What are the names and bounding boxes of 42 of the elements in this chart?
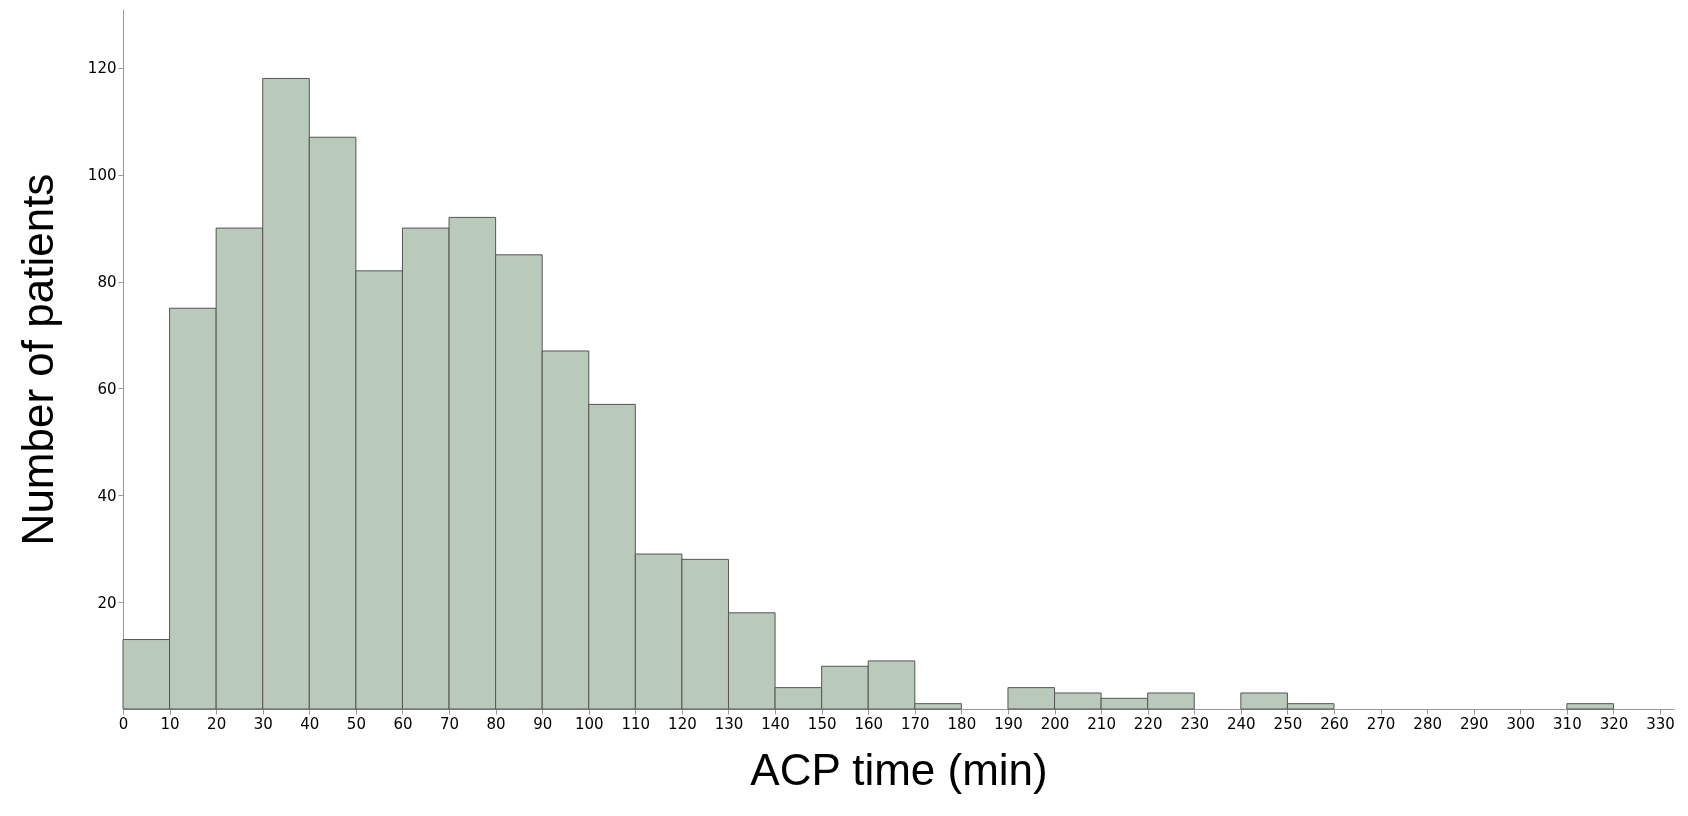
x-tick-label: 250 (1273, 714, 1303, 733)
x-tick-label: 170 (900, 714, 930, 733)
x-tick-label: 150 (807, 714, 837, 733)
x-tick-label: 190 (994, 714, 1023, 733)
x-tick-label: 180 (947, 714, 977, 733)
x-tick-label: 10 (160, 714, 180, 733)
x-tick-label: 230 (1180, 714, 1210, 733)
x-tick-label: 50 (346, 714, 366, 733)
y-tick-label: 80 (97, 273, 117, 292)
x-tick-label: 220 (1133, 714, 1163, 733)
x-tick-label: 0 (118, 714, 129, 733)
x-tick-label: 70 (439, 714, 460, 733)
x-tick-label: 120 (668, 714, 697, 733)
x-tick-label: 200 (1040, 714, 1070, 733)
x-tick-label: 90 (533, 714, 553, 733)
x-axis-title: ACP time (min) (750, 744, 1048, 794)
x-tick-label: 210 (1087, 714, 1116, 733)
y-tick-label: 120 (87, 59, 117, 78)
x-tick-label: 100 (574, 714, 604, 733)
y-axis-title: Number of patients (12, 173, 62, 546)
x-tick-label: 280 (1413, 714, 1442, 733)
x-tick-label: 330 (1646, 714, 1675, 733)
x-tick-label: 290 (1459, 714, 1489, 733)
x-tick-label: 300 (1506, 714, 1536, 733)
x-tick-label: 130 (714, 714, 744, 733)
x-tick-label: 310 (1553, 714, 1582, 733)
x-tick-label: 160 (854, 714, 884, 733)
x-tick-label: 240 (1227, 714, 1256, 733)
x-tick-label: 260 (1320, 714, 1349, 733)
x-tick-label: 270 (1366, 714, 1396, 733)
y-tick-label: 40 (97, 486, 117, 505)
x-tick-label: 40 (300, 714, 320, 733)
y-tick-label: 20 (97, 593, 117, 612)
x-tick-label: 80 (486, 714, 506, 733)
x-tick-label: 30 (253, 714, 273, 733)
x-tick-label: 110 (621, 714, 651, 733)
x-tick-label: 140 (761, 714, 790, 733)
y-tick-label: 60 (97, 379, 117, 398)
x-tick-label: 60 (393, 714, 413, 733)
y-tick-label: 100 (87, 166, 117, 185)
x-tick-label: 20 (207, 714, 227, 733)
x-tick-label: 320 (1599, 714, 1629, 733)
